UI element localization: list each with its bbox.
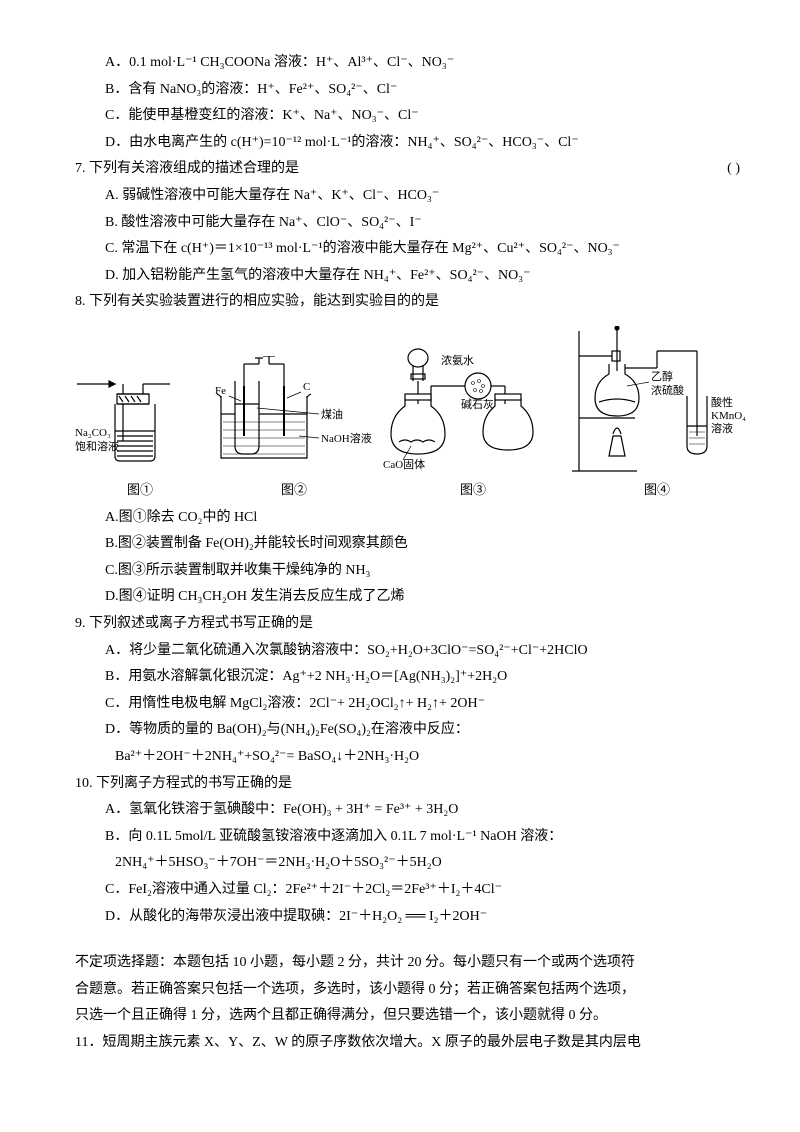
fig3-cao: CaO固体	[383, 457, 425, 471]
fig2-naoh: NaOH溶液	[321, 431, 372, 445]
fig4-eth: 乙醇	[651, 369, 673, 383]
q9-option-d1: D．等物质的量的 Ba(OH)₂与(NH₄)₂Fe(SO₄)₂在溶液中反应：	[75, 717, 740, 744]
q8-option-b: B.图②装置制备 Fe(OH)₂并能较长时间观察其颜色	[75, 531, 740, 558]
q9-stem: 9. 下列叙述或离子方程式书写正确的是	[75, 611, 740, 638]
q11-stem: 11．短周期主族元素 X、Y、Z、W 的原子序数依次增大。X 原子的最外层电子数…	[75, 1030, 740, 1057]
q8-option-d: D.图④证明 CH₃CH₂OH 发生消去反应生成了乙烯	[75, 584, 740, 611]
instr-line1: 不定项选择题：本题包括 10 小题，每小题 2 分，共计 20 分。每小题只有一…	[75, 950, 740, 977]
fig1-caption: 图①	[127, 478, 153, 503]
q9-option-a: A．将少量二氧化硫通入次氯酸钠溶液中：SO₂+H₂O+3ClO⁻=SO₄²⁻+C…	[75, 638, 740, 665]
q8-fig3: 浓氨水 碱石灰 CaO固体 图③	[383, 346, 563, 503]
fig1-label1: Na₂CO₃	[75, 427, 111, 439]
q7-option-a: A. 弱碱性溶液中可能大量存在 Na⁺、K⁺、Cl⁻、HCO₃⁻	[75, 183, 740, 210]
q7-option-d: D. 加入铝粉能产生氢气的溶液中大量存在 NH₄⁺、Fe²⁺、SO₄²⁻、NO₃…	[75, 263, 740, 290]
q9-option-c: C．用惰性电极电解 MgCl₂溶液：2Cl⁻+ 2H₂OCl₂↑+ H₂↑+ 2…	[75, 691, 740, 718]
q8-fig3-svg: 浓氨水 碱石灰 CaO固体	[383, 346, 563, 476]
q6-option-a: A．0.1 mol·L⁻¹ CH₃COONa 溶液：H⁺、Al³⁺、Cl⁻、NO…	[75, 50, 740, 77]
fig4-acid: 浓硫酸	[651, 383, 684, 397]
q7-stem: 7. 下列有关溶液组成的描述合理的是 ( )	[75, 156, 740, 183]
instr-line3: 只选一个且正确得 1 分，选两个且都正确得满分，但只要选错一个，该小题就得 0 …	[75, 1003, 740, 1030]
q10-option-b1: B．向 0.1L 5mol/L 亚硫酸氢铵溶液中逐滴加入 0.1L 7 mol·…	[75, 824, 740, 851]
q10-option-b2: 2NH₄⁺＋5HSO₃⁻＋7OH⁻＝2NH₃·H₂O＋5SO₃²⁻＋5H₂O	[75, 850, 740, 877]
q10-option-a: A．氢氧化铁溶于氢碘酸中：Fe(OH)₃ + 3H⁺ = Fe³⁺ + 3H₂O	[75, 797, 740, 824]
q6-option-c: C．能使甲基橙变红的溶液：K⁺、Na⁺、NO₃⁻、Cl⁻	[75, 103, 740, 130]
q8-fig2: Fe C 煤油 NaOH溶液 图②	[209, 356, 379, 503]
q10-option-d: D．从酸化的海带灰浸出液中提取碘：2I⁻＋H₂O₂ ══ I₂＋2OH⁻	[75, 904, 740, 931]
q9-option-b: B．用氨水溶解氯化银沉淀：Ag⁺+2 NH₃·H₂O＝[Ag(NH₃)₂]⁺+2…	[75, 664, 740, 691]
q10-stem: 10. 下列离子方程式的书写正确的是	[75, 771, 740, 798]
q8-figures: Na₂CO₃ 饱和溶液 图①	[75, 326, 740, 503]
q8-option-a: A.图①除去 CO₂中的 HCl	[75, 505, 740, 532]
q8-fig1-svg: Na₂CO₃ 饱和溶液	[75, 366, 205, 476]
q8-option-c: C.图③所示装置制取并收集干燥纯净的 NH₃	[75, 558, 740, 585]
fig2-oil: 煤油	[321, 407, 343, 421]
q8-fig2-svg: Fe C 煤油 NaOH溶液	[209, 356, 379, 476]
fig2-fe: Fe	[215, 385, 226, 397]
q8-fig1: Na₂CO₃ 饱和溶液 图①	[75, 366, 205, 503]
q6-option-b: B．含有 NaNO₃的溶液：H⁺、Fe²⁺、SO₄²⁻、Cl⁻	[75, 77, 740, 104]
q7-option-c: C. 常温下在 c(H⁺)＝1×10⁻¹³ mol·L⁻¹的溶液中能大量存在 M…	[75, 236, 740, 263]
q8-fig4-svg: 乙醇 浓硫酸 酸性 KMnO₄ 溶液	[567, 326, 747, 476]
fig2-caption: 图②	[281, 478, 307, 503]
instructions: 不定项选择题：本题包括 10 小题，每小题 2 分，共计 20 分。每小题只有一…	[75, 950, 740, 1030]
q8-stem: 8. 下列有关实验装置进行的相应实验，能达到实验目的的是	[75, 289, 740, 316]
fig3-nh3: 浓氨水	[441, 354, 474, 367]
q7-stem-text: 7. 下列有关溶液组成的描述合理的是	[75, 161, 299, 176]
fig4-k1: 酸性	[711, 395, 733, 409]
q6-option-d: D．由水电离产生的 c(H⁺)=10⁻¹² mol·L⁻¹的溶液：NH₄⁺、SO…	[75, 130, 740, 157]
fig1-label2: 饱和溶液	[75, 439, 119, 453]
q9-option-d2: Ba²⁺＋2OH⁻＋2NH₄⁺+SO₄²⁻= BaSO₄↓＋2NH₃·H₂O	[75, 744, 740, 771]
q10-option-c: C．FeI₂溶液中通入过量 Cl₂：2Fe²⁺＋2I⁻＋2Cl₂＝2Fe³⁺＋I…	[75, 877, 740, 904]
instr-line2: 合题意。若正确答案只包括一个选项，多选时，该小题得 0 分；若正确答案包括两个选…	[75, 977, 740, 1004]
fig4-k3: 溶液	[711, 421, 733, 435]
fig4-k2: KMnO₄	[711, 410, 746, 422]
q7-paren: ( )	[727, 156, 740, 183]
fig4-caption: 图④	[644, 478, 670, 503]
q8-fig4: 乙醇 浓硫酸 酸性 KMnO₄ 溶液 图④	[567, 326, 747, 503]
fig3-lime: 碱石灰	[461, 397, 494, 411]
q7-option-b: B. 酸性溶液中可能大量存在 Na⁺、ClO⁻、SO₄²⁻、I⁻	[75, 210, 740, 237]
fig2-c: C	[303, 381, 310, 393]
fig3-caption: 图③	[460, 478, 486, 503]
